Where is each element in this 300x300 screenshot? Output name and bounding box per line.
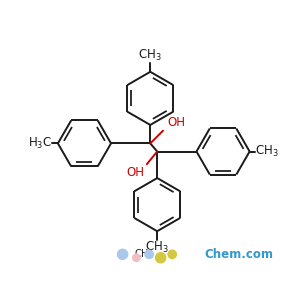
Text: CH$_3$: CH$_3$ [134, 247, 154, 260]
Text: CH$_3$: CH$_3$ [255, 144, 279, 159]
Circle shape [168, 250, 176, 259]
Text: CH$_3$: CH$_3$ [138, 48, 162, 63]
Text: H$_3$C: H$_3$C [28, 136, 52, 151]
Circle shape [133, 254, 140, 262]
Circle shape [156, 253, 166, 263]
Text: CH$_3$: CH$_3$ [146, 240, 169, 255]
Circle shape [118, 249, 128, 260]
Text: OH: OH [126, 166, 144, 179]
Circle shape [145, 250, 153, 259]
Text: OH: OH [167, 116, 185, 129]
Text: Chem.com: Chem.com [205, 248, 274, 261]
